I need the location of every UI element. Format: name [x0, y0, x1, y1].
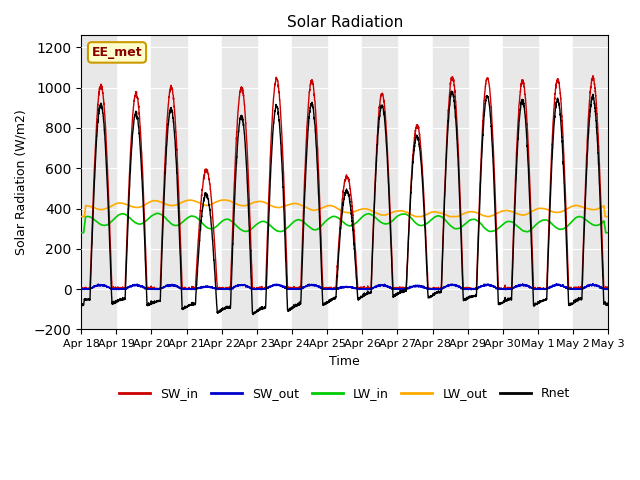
- Bar: [292, 36, 327, 329]
- Bar: [152, 36, 186, 329]
- Bar: [362, 36, 397, 329]
- Y-axis label: Solar Radiation (W/m2): Solar Radiation (W/m2): [15, 109, 28, 255]
- Bar: [221, 36, 257, 329]
- Bar: [433, 36, 468, 329]
- Legend: SW_in, SW_out, LW_in, LW_out, Rnet: SW_in, SW_out, LW_in, LW_out, Rnet: [114, 383, 575, 406]
- Text: EE_met: EE_met: [92, 46, 142, 59]
- Bar: [81, 36, 116, 329]
- X-axis label: Time: Time: [330, 355, 360, 368]
- Title: Solar Radiation: Solar Radiation: [287, 15, 403, 30]
- Bar: [573, 36, 608, 329]
- Bar: [503, 36, 538, 329]
